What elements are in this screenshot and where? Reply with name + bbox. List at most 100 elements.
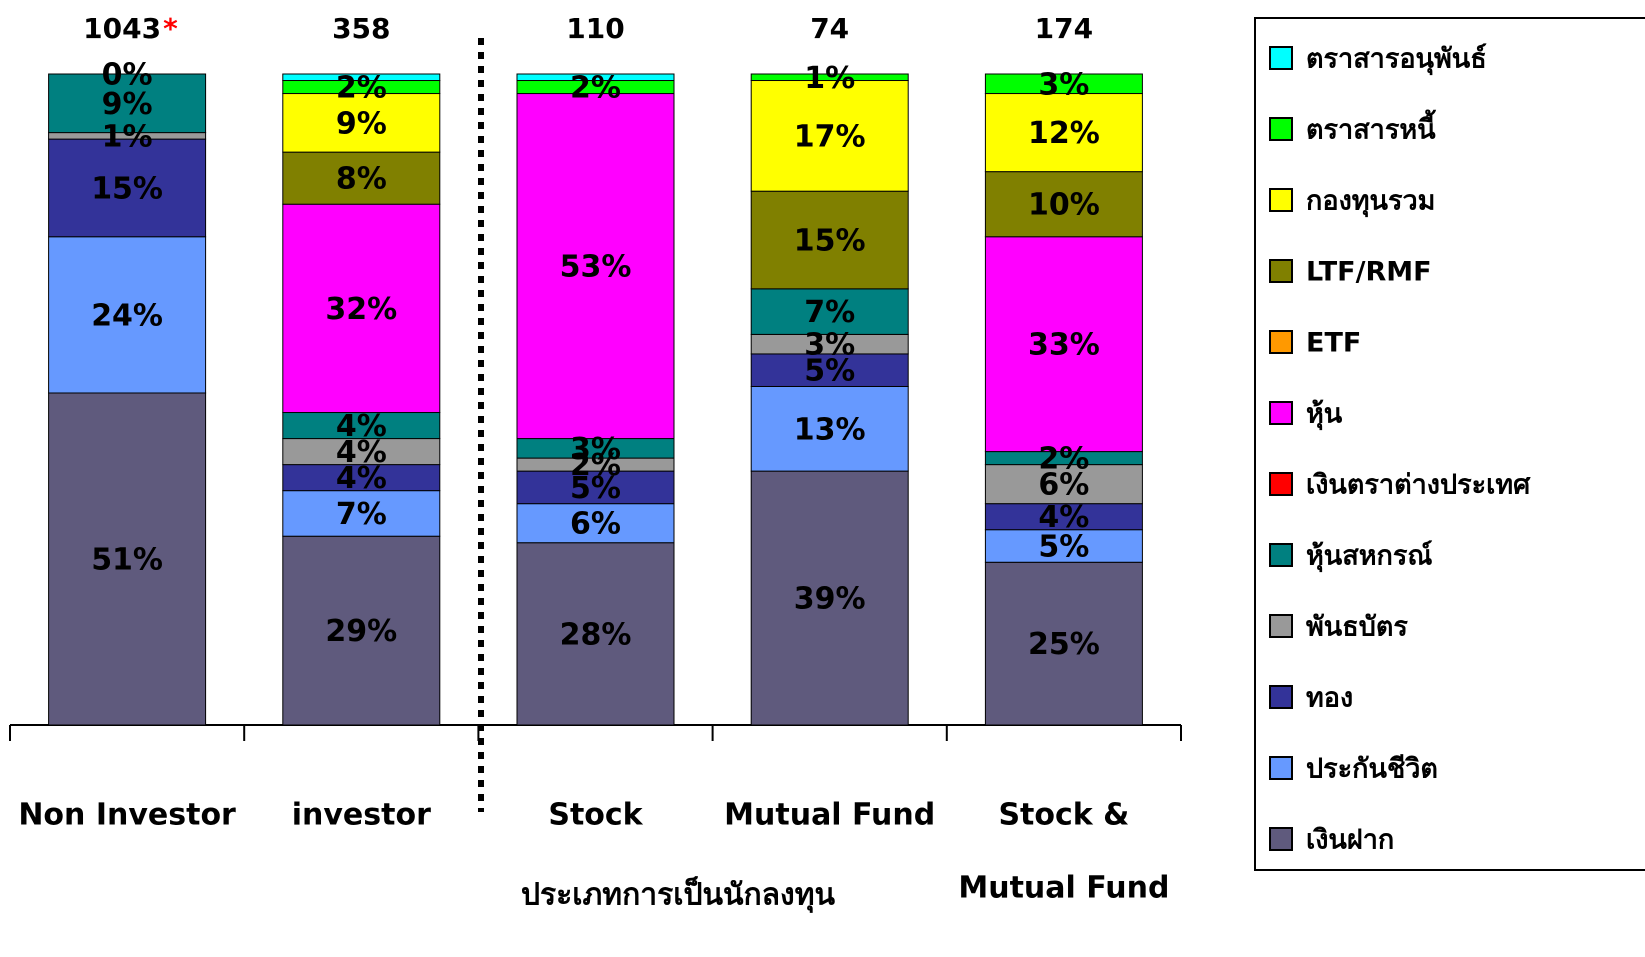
legend-swatch: [1269, 259, 1293, 283]
legend-swatch: [1269, 330, 1293, 354]
x-tick-label: Stock &: [998, 798, 1129, 833]
legend-swatch: [1269, 46, 1293, 70]
bar-segment: [282, 73, 441, 82]
bar-segment: [48, 392, 207, 726]
bar-segment: [984, 503, 1143, 531]
legend-swatch: [1269, 543, 1293, 567]
bar-segment: [516, 503, 675, 544]
bar-segment: [282, 412, 441, 440]
x-tick-label: Mutual Fund: [958, 871, 1169, 906]
bar-segment: [750, 80, 909, 192]
legend-swatch: [1269, 614, 1293, 638]
data-label: 17%: [794, 119, 866, 154]
bar-segment: [750, 353, 909, 387]
data-label: 1%: [804, 61, 855, 96]
data-label: 5%: [1038, 529, 1089, 564]
total-label: 110: [566, 12, 624, 45]
data-label: 3%: [570, 432, 621, 467]
x-tick-label: Mutual Fund: [724, 798, 935, 833]
x-tick-label: Non Investor: [18, 798, 236, 833]
data-label: 39%: [794, 582, 866, 617]
legend-label: ตราสารอนุพันธ์: [1306, 43, 1487, 76]
data-label: 9%: [102, 87, 153, 122]
bar-segment: [750, 190, 909, 290]
data-label: 6%: [570, 507, 621, 542]
legend-swatch: [1269, 401, 1293, 425]
data-label: 2%: [336, 71, 387, 106]
legend-label: LTF/RMF: [1306, 257, 1432, 288]
data-label: 3%: [804, 328, 855, 363]
x-tick-label: Stock: [548, 798, 643, 833]
data-label: 7%: [336, 497, 387, 532]
total-label: 174: [1035, 12, 1093, 45]
legend-label: หุ้นสหกรณ์: [1306, 540, 1432, 573]
legend-swatch: [1269, 117, 1293, 141]
data-label: 15%: [91, 171, 163, 206]
data-label: 6%: [1038, 468, 1089, 503]
bar-segment: [282, 438, 441, 466]
data-label: 2%: [570, 448, 621, 483]
data-label: 51%: [91, 542, 163, 577]
data-label: 4%: [336, 409, 387, 444]
bar-segment: [282, 464, 441, 492]
data-label: 0%: [102, 58, 153, 93]
data-label: 10%: [1028, 188, 1100, 223]
bar-segment: [984, 236, 1143, 453]
data-label: 13%: [794, 412, 866, 447]
total-label: 1043: [83, 12, 161, 45]
legend-label: หุ้น: [1306, 399, 1343, 431]
bar-segment: [984, 529, 1143, 563]
legend-label: เงินตราต่างประเทศ: [1306, 470, 1531, 501]
bar-segment: [48, 73, 207, 134]
legend-label: ทอง: [1306, 683, 1353, 714]
bar-segment: [750, 385, 909, 472]
data-label: 53%: [560, 250, 632, 285]
legend-label: พันธบัตร: [1306, 612, 1408, 643]
data-label: 5%: [804, 354, 855, 389]
legend-label: ตราสารหนี้: [1306, 109, 1437, 146]
total-label: 74: [810, 12, 849, 45]
total-label: 358: [332, 12, 390, 45]
bar-segment: [282, 535, 441, 726]
data-label: 4%: [336, 435, 387, 470]
data-label: 1%: [102, 119, 153, 154]
data-label: 33%: [1028, 328, 1100, 363]
x-tick-label: investor: [292, 798, 431, 833]
legend-label: กองทุนรวม: [1306, 186, 1435, 218]
data-label: 25%: [1028, 627, 1100, 662]
data-label: 15%: [794, 224, 866, 259]
data-label: 29%: [325, 614, 397, 649]
data-label: 7%: [804, 295, 855, 330]
bar-segment: [282, 93, 441, 153]
bar-segment: [750, 288, 909, 335]
legend-label: ETF: [1306, 328, 1361, 359]
bar-segment: [750, 470, 909, 726]
bar-segment: [282, 203, 441, 414]
data-label: 28%: [560, 617, 632, 652]
data-label: 4%: [1038, 500, 1089, 535]
bar-segment: [48, 138, 207, 238]
bar-segment: [984, 561, 1143, 726]
data-label: 9%: [336, 106, 387, 141]
data-label: 3%: [1038, 67, 1089, 102]
bar-segment: [984, 73, 1143, 95]
bar-segment: [282, 151, 441, 205]
legend-label: เงินฝาก: [1306, 825, 1394, 856]
bar-segment: [984, 171, 1143, 238]
bar-segment: [48, 236, 207, 394]
data-label: 24%: [91, 298, 163, 333]
data-label: 5%: [570, 471, 621, 506]
data-label: 2%: [570, 71, 621, 106]
legend-swatch: [1269, 472, 1293, 496]
legend-label: ประกันชีวิต: [1306, 754, 1438, 785]
bar-segment: [516, 93, 675, 440]
data-label: 12%: [1028, 116, 1100, 151]
x-axis-title: ประเภทการเป็นนักลงทุน: [521, 876, 835, 914]
bar-segment: [750, 73, 909, 82]
bar-segment: [984, 464, 1143, 505]
legend-swatch: [1269, 685, 1293, 709]
legend-swatch: [1269, 827, 1293, 851]
bar-segment: [516, 73, 675, 82]
